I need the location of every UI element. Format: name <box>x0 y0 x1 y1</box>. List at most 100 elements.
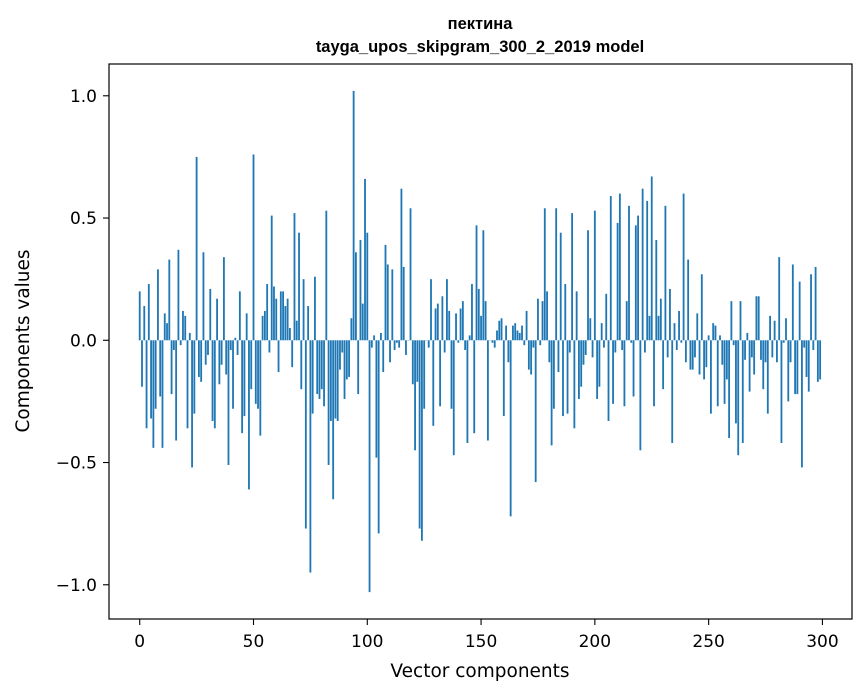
bar-263 <box>737 340 740 456</box>
bar-206 <box>607 340 610 421</box>
bar-243 <box>691 340 694 370</box>
bar-196 <box>584 340 587 355</box>
bar-80 <box>320 340 323 390</box>
bar-172 <box>530 340 533 375</box>
bar-91 <box>345 340 348 380</box>
bar-46 <box>243 340 246 417</box>
bar-270 <box>753 340 756 375</box>
bar-96 <box>357 340 360 395</box>
bar-271 <box>755 296 758 341</box>
bar-88 <box>339 340 341 370</box>
bar-19 <box>182 310 184 341</box>
bar-299 <box>819 340 822 380</box>
bar-290 <box>798 281 801 341</box>
bar-47 <box>245 313 248 341</box>
bar-269 <box>750 340 753 358</box>
bar-211 <box>618 193 621 341</box>
bar-228 <box>657 315 660 341</box>
bar-94 <box>352 90 355 341</box>
bar-292 <box>803 340 806 348</box>
bar-237 <box>678 310 680 341</box>
bar-145 <box>468 335 471 341</box>
bar-8 <box>157 269 159 341</box>
bar-23 <box>191 340 193 468</box>
bar-152 <box>484 301 487 341</box>
bar-120 <box>411 340 414 385</box>
bar-170 <box>525 310 528 341</box>
bar-233 <box>669 288 671 341</box>
bar-246 <box>698 340 701 375</box>
bar-217 <box>632 340 635 397</box>
plot-area-frame <box>108 63 853 620</box>
bar-86 <box>334 340 337 419</box>
bar-174 <box>534 340 537 483</box>
bar-127 <box>427 340 430 348</box>
bar-36 <box>220 340 223 365</box>
bar-0 <box>138 291 141 341</box>
bar-287 <box>791 264 794 341</box>
bar-173 <box>532 340 535 348</box>
bar-81 <box>323 340 325 407</box>
bar-177 <box>541 301 544 341</box>
bar-197 <box>587 230 589 341</box>
bar-35 <box>218 340 221 385</box>
bar-164 <box>512 325 514 341</box>
bar-132 <box>439 340 442 407</box>
bar-124 <box>420 340 423 541</box>
bar-242 <box>689 340 692 370</box>
bar-188 <box>566 340 569 414</box>
bar-220 <box>639 340 642 451</box>
bar-239 <box>682 193 685 341</box>
bar-3 <box>145 340 148 429</box>
bar-232 <box>666 340 669 358</box>
bar-140 <box>457 340 460 343</box>
bar-282 <box>780 340 783 443</box>
bar-75 <box>309 340 312 573</box>
x-tick-label: 300 <box>806 632 838 652</box>
bar-255 <box>719 335 721 341</box>
bar-71 <box>300 340 303 390</box>
bar-44 <box>238 291 241 341</box>
bar-175 <box>537 298 539 341</box>
bar-298 <box>816 340 819 382</box>
bar-149 <box>477 288 480 341</box>
bar-58 <box>270 215 273 341</box>
bar-158 <box>498 320 501 341</box>
bar-221 <box>641 188 644 341</box>
x-tick-label: 100 <box>351 632 383 652</box>
bar-33 <box>213 340 216 429</box>
chart-title: пектина <box>448 15 514 33</box>
bar-66 <box>289 328 291 341</box>
bar-235 <box>673 323 676 341</box>
x-tick-label: 50 <box>243 632 265 652</box>
bar-15 <box>172 340 175 351</box>
bar-37 <box>223 257 225 341</box>
bar-128 <box>430 279 432 341</box>
bar-230 <box>662 340 665 390</box>
bar-166 <box>516 330 519 341</box>
bar-54 <box>261 315 264 341</box>
x-tick-label: 200 <box>579 632 611 652</box>
bar-119 <box>409 208 412 341</box>
bar-195 <box>582 340 585 365</box>
bar-215 <box>628 205 630 341</box>
bar-156 <box>493 340 496 348</box>
bar-97 <box>359 240 362 341</box>
bar-102 <box>370 340 373 348</box>
bar-39 <box>227 340 230 465</box>
bar-129 <box>432 340 435 426</box>
bar-116 <box>402 266 405 341</box>
y-tick-label: −0.5 <box>56 454 97 474</box>
bar-98 <box>361 303 364 341</box>
bar-29 <box>204 340 207 365</box>
bar-141 <box>459 308 462 341</box>
bar-48 <box>248 340 250 490</box>
bar-279 <box>773 320 776 341</box>
bar-113 <box>395 340 398 343</box>
bar-77 <box>314 276 316 341</box>
bar-150 <box>480 315 482 341</box>
bar-95 <box>355 252 357 341</box>
bar-258 <box>725 340 728 380</box>
bar-110 <box>389 340 391 363</box>
bar-40 <box>229 340 232 351</box>
